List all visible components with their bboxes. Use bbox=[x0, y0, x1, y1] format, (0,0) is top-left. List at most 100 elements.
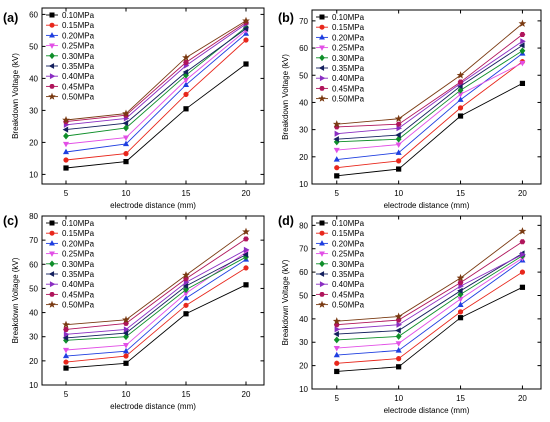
series-line bbox=[65, 26, 247, 137]
series-line bbox=[65, 22, 247, 123]
x-tick-label: 20 bbox=[518, 394, 527, 403]
legend-label: 0.50MPa bbox=[332, 95, 365, 104]
series-line bbox=[336, 253, 523, 335]
data-point bbox=[183, 59, 189, 65]
series-line bbox=[336, 23, 523, 125]
x-tick-label: 5 bbox=[335, 189, 340, 198]
series-line bbox=[65, 256, 247, 341]
plot-frame bbox=[41, 7, 265, 185]
legend-label: 0.10MPa bbox=[62, 219, 95, 228]
panel-label: (b) bbox=[278, 11, 294, 25]
series-line bbox=[65, 20, 247, 121]
chart-panel-4: (d) 10 20 30 40 50 60 70 80 5 10 15 20 electrode dist… bbox=[278, 214, 542, 415]
data-point bbox=[123, 360, 129, 366]
data-point bbox=[242, 227, 250, 235]
data-point bbox=[63, 157, 69, 163]
y-tick-label: 60 bbox=[29, 10, 38, 19]
series-line bbox=[336, 50, 523, 143]
chart-panel-3: (c) 10 20 30 40 50 60 70 80 5 10 15 20 electrode dist… bbox=[3, 212, 265, 411]
plot-frame bbox=[41, 215, 265, 386]
legend-marker bbox=[48, 300, 56, 308]
y-tick-label: 70 bbox=[29, 236, 38, 245]
data-point bbox=[62, 334, 69, 341]
legend-label: 0.45MPa bbox=[62, 290, 95, 299]
legend-marker bbox=[49, 12, 55, 18]
legend-marker bbox=[318, 65, 325, 71]
panel-label: (d) bbox=[278, 214, 294, 228]
legend-label: 0.35MPa bbox=[62, 270, 95, 279]
legend-label: 0.30MPa bbox=[62, 52, 95, 61]
data-point bbox=[334, 173, 340, 179]
x-tick-label: 20 bbox=[518, 189, 527, 198]
legend-label: 0.35MPa bbox=[332, 64, 365, 73]
data-point bbox=[63, 359, 69, 365]
panel-label: (c) bbox=[3, 214, 18, 228]
data-point bbox=[333, 331, 339, 338]
legend-label: 0.15MPa bbox=[332, 23, 365, 32]
x-tick-label: 5 bbox=[335, 394, 340, 403]
plot-frame bbox=[311, 9, 542, 185]
data-point bbox=[457, 296, 464, 303]
legend-label: 0.35MPa bbox=[332, 270, 365, 279]
data-point bbox=[457, 79, 464, 85]
legend-label: 0.50MPa bbox=[62, 301, 95, 310]
y-tick-label: 10 bbox=[299, 385, 308, 394]
data-point bbox=[62, 148, 70, 155]
legend-label: 0.20MPa bbox=[62, 239, 95, 248]
data-point bbox=[457, 309, 464, 315]
y-axis-title: Breakdown Voltage (kV) bbox=[281, 54, 290, 140]
legend-label: 0.45MPa bbox=[332, 290, 365, 299]
y-tick-label: 10 bbox=[29, 170, 38, 179]
y-tick-label: 20 bbox=[299, 153, 308, 162]
series-line bbox=[65, 23, 247, 126]
data-point bbox=[63, 365, 69, 371]
data-point bbox=[334, 165, 340, 171]
legend-label: 0.15MPa bbox=[62, 21, 95, 30]
series-line bbox=[336, 257, 523, 349]
data-point bbox=[457, 105, 464, 111]
x-tick-label: 15 bbox=[182, 189, 191, 198]
data-point bbox=[243, 236, 249, 242]
data-point bbox=[62, 115, 70, 124]
data-point bbox=[332, 120, 341, 128]
x-axis-title: electrode distance (mm) bbox=[384, 406, 470, 415]
legend-label: 0.50MPa bbox=[332, 301, 365, 310]
series-line bbox=[336, 61, 523, 169]
data-point bbox=[63, 132, 69, 140]
x-tick-label: 10 bbox=[394, 189, 403, 198]
legend-marker bbox=[49, 230, 55, 236]
legend-marker bbox=[319, 292, 325, 297]
data-point bbox=[520, 38, 526, 45]
legend-marker bbox=[49, 32, 55, 38]
legend-label: 0.45MPa bbox=[332, 84, 365, 93]
legend-marker bbox=[49, 43, 55, 49]
legend-marker bbox=[318, 300, 326, 308]
data-point bbox=[332, 317, 341, 325]
data-point bbox=[395, 327, 401, 334]
legend-label: 0.45MPa bbox=[62, 82, 95, 91]
series-line bbox=[65, 63, 247, 169]
data-point bbox=[457, 113, 464, 119]
series-line bbox=[65, 251, 247, 351]
legend-label: 0.10MPa bbox=[62, 11, 95, 20]
legend-marker bbox=[49, 84, 55, 89]
x-tick-label: 15 bbox=[456, 189, 465, 198]
x-tick-label: 10 bbox=[122, 390, 131, 399]
data-point bbox=[62, 141, 70, 148]
legend-marker bbox=[49, 240, 55, 246]
y-tick-label: 60 bbox=[299, 44, 308, 53]
legend-marker bbox=[319, 45, 325, 51]
y-tick-label: 80 bbox=[29, 212, 38, 221]
data-point bbox=[62, 347, 70, 354]
y-tick-label: 60 bbox=[29, 260, 38, 269]
legend-marker bbox=[49, 292, 55, 297]
legend-marker bbox=[318, 271, 325, 277]
y-tick-label: 20 bbox=[29, 138, 38, 147]
data-point bbox=[243, 265, 249, 271]
data-point bbox=[518, 227, 527, 235]
data-point bbox=[63, 165, 69, 171]
data-point bbox=[396, 321, 403, 328]
legend-marker bbox=[319, 251, 325, 257]
series-line bbox=[336, 40, 523, 135]
